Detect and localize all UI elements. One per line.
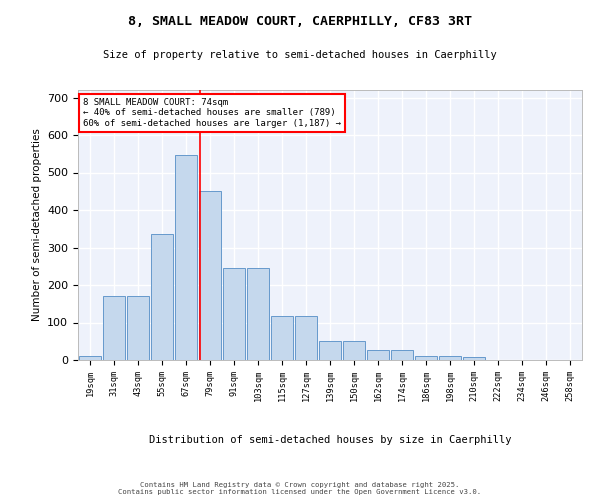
- Y-axis label: Number of semi-detached properties: Number of semi-detached properties: [32, 128, 41, 322]
- Bar: [439, 356, 461, 360]
- Bar: [127, 296, 149, 360]
- Bar: [319, 340, 341, 360]
- Text: 8, SMALL MEADOW COURT, CAERPHILLY, CF83 3RT: 8, SMALL MEADOW COURT, CAERPHILLY, CF83 …: [128, 15, 472, 28]
- Bar: [223, 268, 245, 360]
- Bar: [199, 191, 221, 360]
- Text: Size of property relative to semi-detached houses in Caerphilly: Size of property relative to semi-detach…: [103, 50, 497, 60]
- Text: Contains HM Land Registry data © Crown copyright and database right 2025.
Contai: Contains HM Land Registry data © Crown c…: [118, 482, 482, 495]
- Bar: [79, 356, 101, 360]
- Bar: [151, 234, 173, 360]
- Text: 8 SMALL MEADOW COURT: 74sqm
← 40% of semi-detached houses are smaller (789)
60% : 8 SMALL MEADOW COURT: 74sqm ← 40% of sem…: [83, 98, 341, 128]
- Text: Distribution of semi-detached houses by size in Caerphilly: Distribution of semi-detached houses by …: [149, 435, 511, 445]
- Bar: [175, 154, 197, 360]
- Bar: [463, 357, 485, 360]
- Bar: [271, 316, 293, 360]
- Bar: [343, 340, 365, 360]
- Bar: [415, 356, 437, 360]
- Bar: [247, 268, 269, 360]
- Bar: [103, 296, 125, 360]
- Bar: [367, 350, 389, 360]
- Bar: [295, 316, 317, 360]
- Bar: [391, 350, 413, 360]
